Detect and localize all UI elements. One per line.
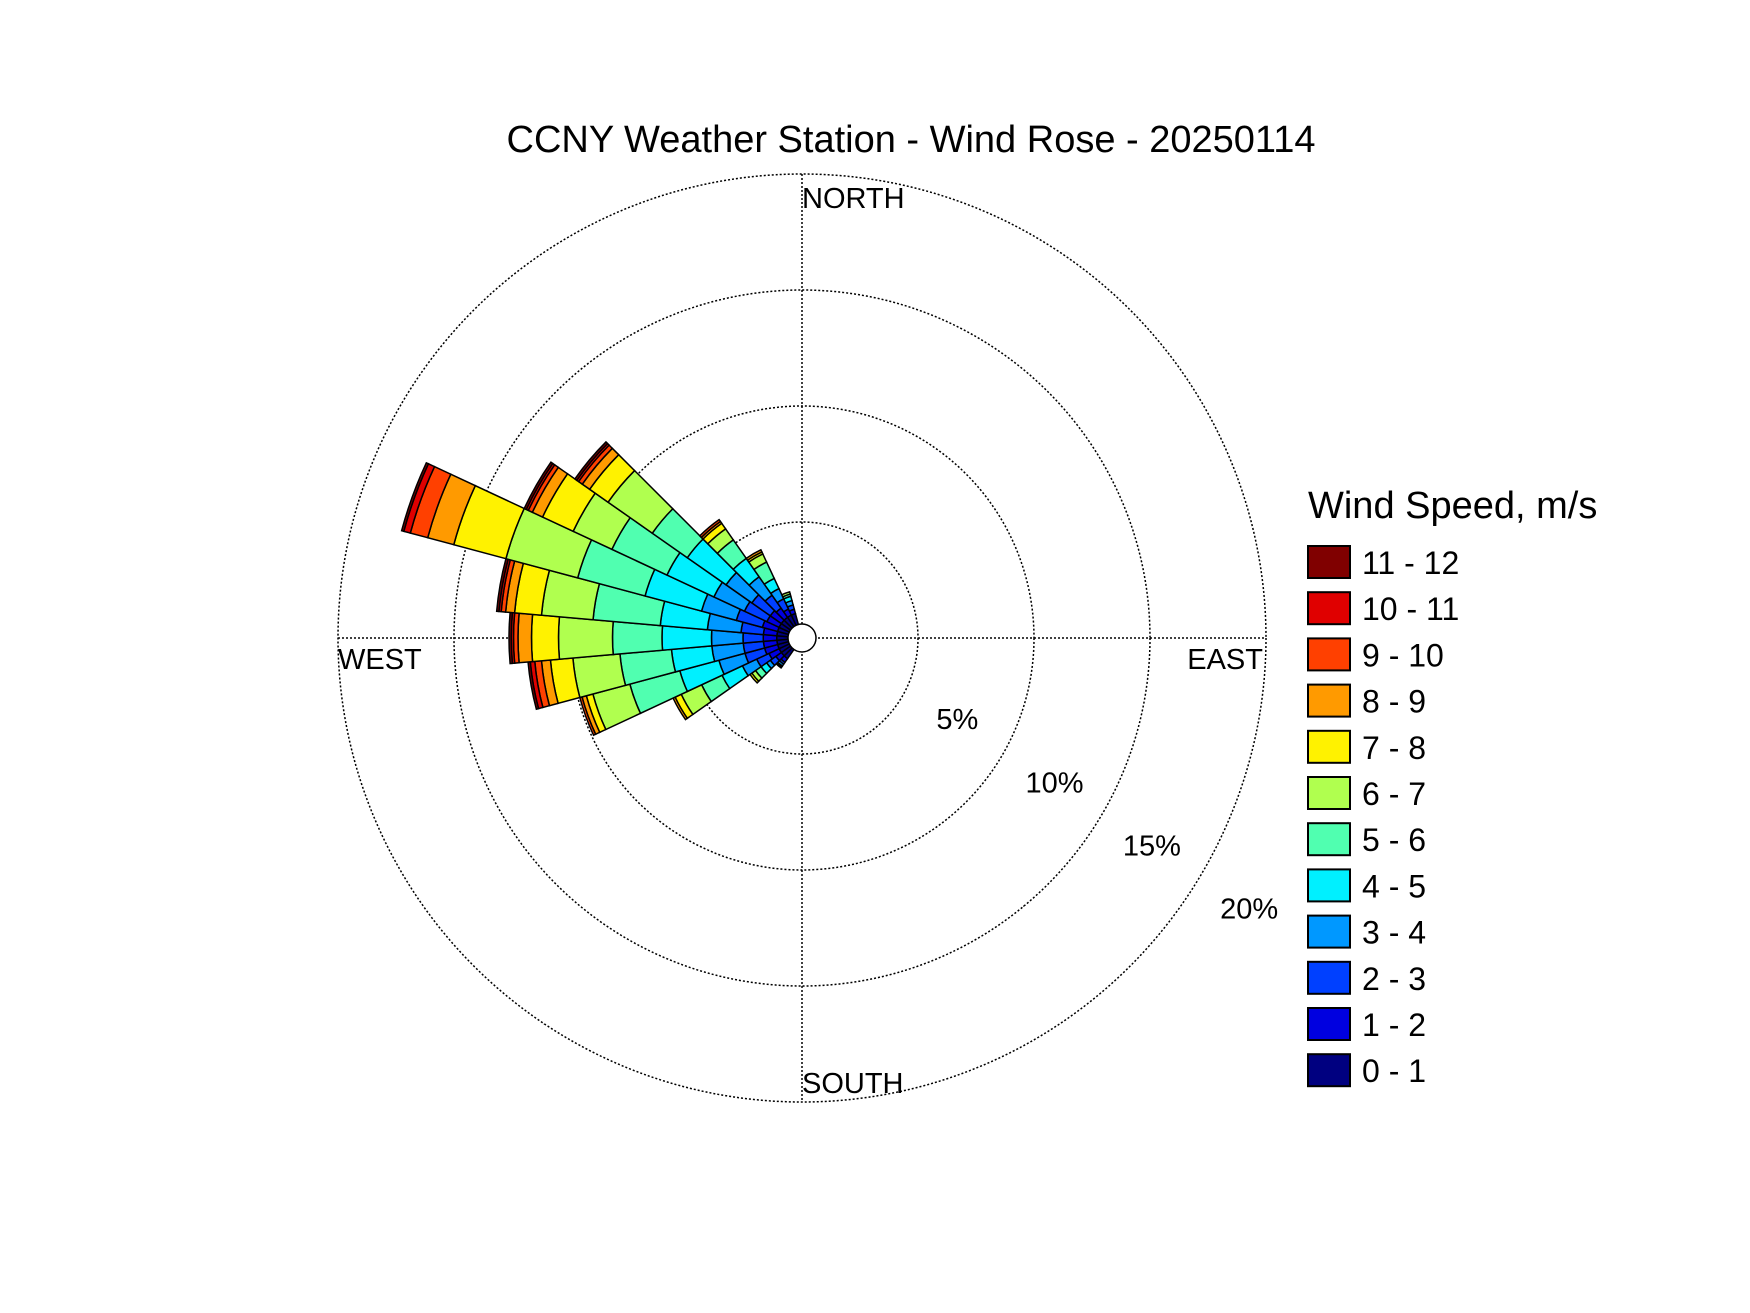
wind-bar-segment (523, 461, 554, 511)
legend-swatch (1307, 776, 1351, 810)
legend-label: 3 - 4 (1362, 915, 1426, 951)
legend-label: 9 - 10 (1362, 637, 1444, 673)
west-label: WEST (338, 644, 422, 676)
legend-swatch (1307, 729, 1351, 764)
legend-label: 8 - 9 (1362, 684, 1426, 720)
wind-bar-segment (508, 611, 514, 665)
legend-swatch (1307, 914, 1351, 949)
wind-bar-segment (400, 461, 430, 533)
chart-title: CCNY Weather Station - Wind Rose - 20250… (507, 119, 1316, 161)
wind-sectors (400, 440, 817, 737)
wind-bar-segment (611, 620, 664, 656)
wind-bar-segment (517, 612, 534, 664)
ring-label: 15% (1123, 831, 1181, 863)
east-label: EAST (1187, 644, 1263, 676)
legend-label: 10 - 11 (1362, 591, 1459, 627)
legend-swatch (1307, 637, 1351, 672)
legend-label: 1 - 2 (1362, 1007, 1426, 1043)
south-label: SOUTH (802, 1068, 904, 1100)
grid-ring (337, 173, 1267, 1103)
wind-bar-segment (745, 548, 763, 562)
wind-bar-segment (698, 518, 722, 539)
legend-swatch (1307, 960, 1351, 995)
legend: Wind Speed, m/s 11 - 12 10 - 11 9 - 10 8 - … (1307, 485, 1597, 1089)
legend-swatch (1307, 683, 1351, 718)
legend-label: 0 - 1 (1362, 1053, 1426, 1089)
wind-bar-segment (780, 590, 792, 598)
legend-swatch (1307, 868, 1351, 903)
ring-label: 10% (1026, 767, 1084, 799)
legend-label: 7 - 8 (1362, 730, 1426, 766)
wind-bar-segment (557, 615, 615, 661)
legend-swatch (1307, 545, 1351, 579)
ring-label: 20% (1220, 894, 1278, 926)
legend-swatch (1307, 822, 1351, 857)
legend-swatch (1307, 1007, 1351, 1041)
legend-label: 2 - 3 (1362, 961, 1426, 997)
legend-label: 5 - 6 (1362, 822, 1426, 858)
ring-label: 5% (936, 704, 978, 736)
center-hole (787, 623, 817, 653)
legend-label: 4 - 5 (1362, 868, 1426, 904)
legend-label: 11 - 12 (1362, 545, 1459, 581)
grid-ring (453, 289, 1151, 987)
wind-bar-segment (530, 613, 561, 663)
wind-bar-segment (573, 440, 609, 482)
axis-labels: NORTH SOUTH WEST EAST 5% 10% 15% 20% (338, 183, 1278, 1100)
legend-swatch (1307, 1053, 1351, 1088)
legend-swatch (1307, 591, 1351, 626)
legend-label: 6 - 7 (1362, 776, 1426, 812)
north-label: NORTH (802, 183, 905, 215)
legend-title: Wind Speed, m/s (1308, 485, 1597, 527)
